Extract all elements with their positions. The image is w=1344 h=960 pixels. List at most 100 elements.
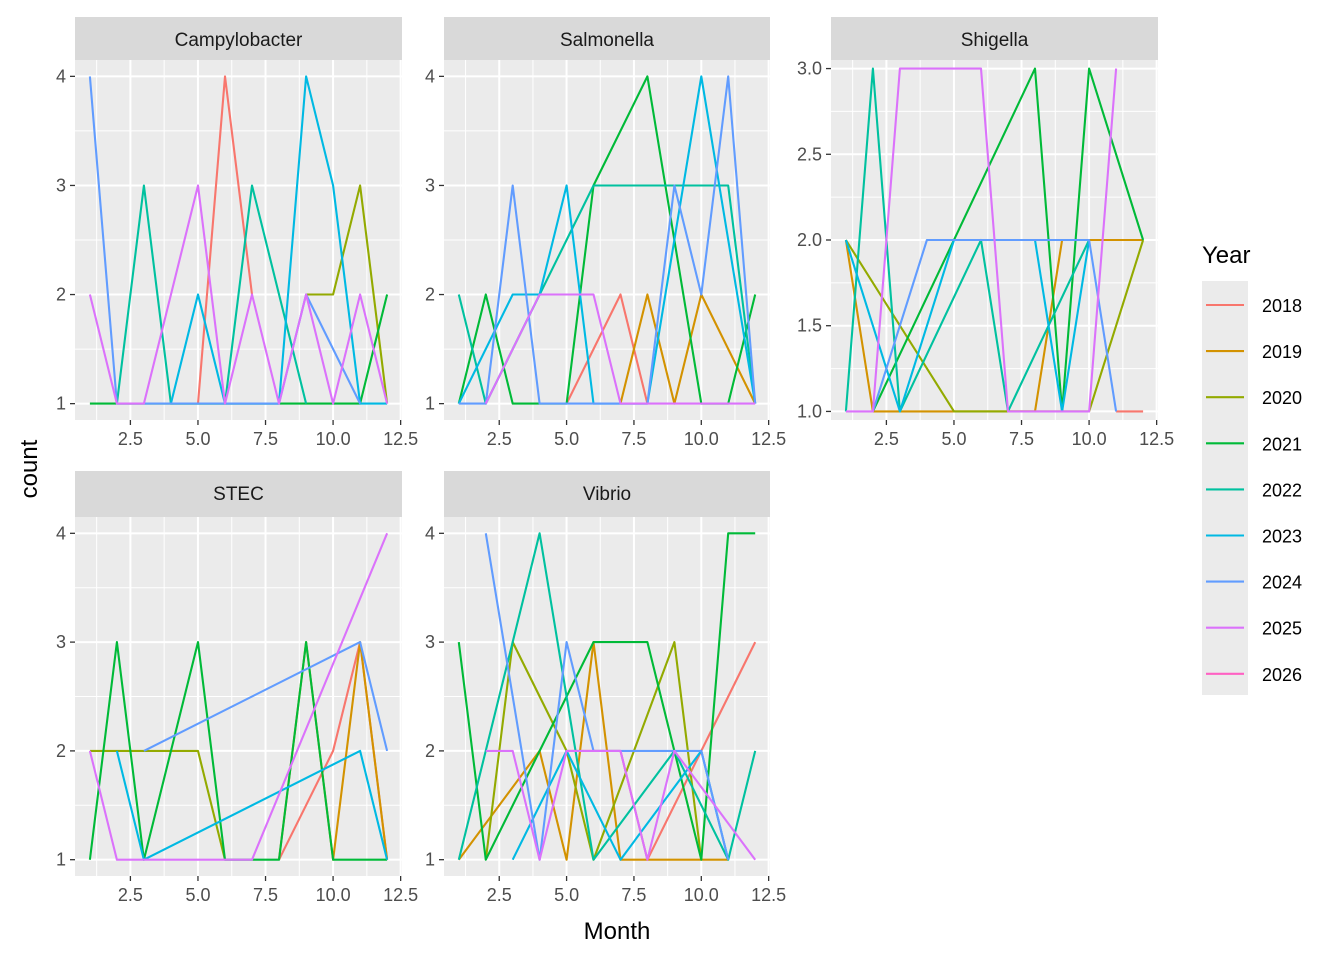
strip-label-stec: STEC bbox=[213, 484, 264, 505]
series-line-stec-2023 bbox=[115, 749, 389, 861]
legend-item-2025: 2025 bbox=[1206, 619, 1302, 639]
y-tick-label: 2 bbox=[56, 741, 66, 761]
strip-label-shigella: Shigella bbox=[961, 30, 1029, 51]
y-tick-label: 4 bbox=[425, 523, 435, 543]
strip-vibrio bbox=[444, 471, 770, 517]
legend-label-2019: 2019 bbox=[1262, 342, 1302, 362]
legend-item-2024: 2024 bbox=[1206, 573, 1302, 593]
y-axis-title: count bbox=[16, 439, 43, 498]
legend-items: 2018 2019 2020 2021 2022 2023 2024 2025 2026 bbox=[1206, 296, 1302, 685]
legend-label-2026: 2026 bbox=[1262, 665, 1302, 685]
strip-shigella bbox=[831, 17, 1158, 60]
legend-key-background bbox=[1202, 281, 1248, 695]
y-tick-label: 1 bbox=[425, 850, 435, 870]
legend-item-2023: 2023 bbox=[1206, 527, 1302, 547]
series-line-salmonella-2018 bbox=[565, 293, 649, 405]
panel-shigella: Shigella 2.5 5.0 7.5 10.0 12.5 1.0 1.5 2.0 2.5 3.0 bbox=[797, 17, 1174, 449]
series-line-campylobacter-2023 bbox=[169, 75, 388, 405]
x-tick-label: 2.5 bbox=[874, 429, 899, 449]
x-tick-label: 7.5 bbox=[253, 429, 278, 449]
legend-item-2026: 2026 bbox=[1206, 665, 1302, 685]
x-tick-label: 10.0 bbox=[316, 429, 351, 449]
x-tick-label: 2.5 bbox=[118, 885, 143, 905]
legend-item-2020: 2020 bbox=[1206, 388, 1302, 408]
x-tick-label: 2.5 bbox=[118, 429, 143, 449]
x-tick-label: 7.5 bbox=[621, 885, 646, 905]
legend-label-2024: 2024 bbox=[1262, 573, 1302, 593]
y-tick-label: 1.0 bbox=[797, 401, 822, 421]
legend-item-2019: 2019 bbox=[1206, 342, 1302, 362]
series-line-stec-2025 bbox=[88, 532, 389, 861]
y-tick-label: 1 bbox=[56, 850, 66, 870]
x-tick-label: 7.5 bbox=[621, 429, 646, 449]
legend-label-2023: 2023 bbox=[1262, 527, 1302, 547]
x-tick-label: 10.0 bbox=[1072, 429, 1107, 449]
y-tick-label: 3.0 bbox=[797, 59, 822, 79]
y-tick-label: 1.5 bbox=[797, 316, 822, 336]
strip-label-campylobacter: Campylobacter bbox=[175, 30, 303, 51]
y-tick-label: 1 bbox=[425, 394, 435, 414]
x-tick-label: 12.5 bbox=[383, 429, 418, 449]
legend-item-2021: 2021 bbox=[1206, 434, 1302, 454]
strip-stec bbox=[75, 471, 402, 517]
series-line-salmonella-2025 bbox=[484, 293, 756, 405]
x-tick-label: 5.0 bbox=[554, 429, 579, 449]
series-line-vibrio-2025 bbox=[485, 749, 757, 861]
x-tick-label: 12.5 bbox=[383, 885, 418, 905]
legend-item-2018: 2018 bbox=[1206, 296, 1302, 316]
y-tick-label: 2 bbox=[425, 285, 435, 305]
panel-stec: STEC 2.5 5.0 7.5 10.0 12.5 1 2 3 4 bbox=[56, 471, 418, 905]
panel-campylobacter: Campylobacter 2.5 5.0 7.5 10.0 12.5 1 2 3 4 bbox=[56, 17, 418, 449]
x-tick-label: 5.0 bbox=[941, 429, 966, 449]
panel-salmonella: Salmonella 2.5 5.0 7.5 10.0 12.5 1 2 3 4 bbox=[425, 17, 786, 449]
series-line-shigella-2024 bbox=[871, 238, 1118, 412]
y-tick-label: 2.0 bbox=[797, 230, 822, 250]
series-line-shigella-2022 bbox=[844, 67, 1091, 413]
series-line-campylobacter-2020 bbox=[306, 184, 389, 404]
y-tick-label: 3 bbox=[425, 175, 435, 195]
legend-title: Year bbox=[1202, 242, 1251, 269]
strip-campylobacter bbox=[75, 17, 402, 60]
legend-label-2022: 2022 bbox=[1262, 480, 1302, 500]
x-tick-label: 5.0 bbox=[185, 885, 210, 905]
x-tick-label: 7.5 bbox=[1009, 429, 1034, 449]
strip-label-vibrio: Vibrio bbox=[583, 484, 631, 505]
y-tick-label: 3 bbox=[425, 632, 435, 652]
panel-vibrio: Vibrio 2.5 5.0 7.5 10.0 12.5 1 2 3 4 bbox=[425, 471, 786, 905]
x-tick-label: 10.0 bbox=[684, 429, 719, 449]
x-tick-label: 5.0 bbox=[554, 885, 579, 905]
y-tick-label: 4 bbox=[425, 66, 435, 86]
y-tick-label: 3 bbox=[56, 632, 66, 652]
strip-salmonella bbox=[444, 17, 770, 60]
y-tick-label: 1 bbox=[56, 394, 66, 414]
legend-label-2025: 2025 bbox=[1262, 619, 1302, 639]
x-tick-label: 12.5 bbox=[751, 885, 786, 905]
legend-label-2020: 2020 bbox=[1262, 388, 1302, 408]
strip-label-salmonella: Salmonella bbox=[560, 30, 654, 51]
x-tick-label: 12.5 bbox=[1139, 429, 1174, 449]
x-tick-label: 10.0 bbox=[316, 885, 351, 905]
legend-label-2021: 2021 bbox=[1262, 434, 1302, 454]
x-tick-label: 7.5 bbox=[253, 885, 278, 905]
x-tick-label: 2.5 bbox=[487, 429, 512, 449]
series-line-campylobacter-2025 bbox=[88, 184, 389, 405]
series-line-vibrio-2024 bbox=[484, 533, 730, 861]
y-tick-label: 2 bbox=[425, 741, 435, 761]
x-tick-label: 5.0 bbox=[185, 429, 210, 449]
y-tick-label: 2 bbox=[56, 285, 66, 305]
x-tick-label: 2.5 bbox=[487, 885, 512, 905]
series-line-vibrio-2021 bbox=[457, 532, 756, 861]
y-tick-label: 4 bbox=[56, 66, 66, 86]
series-line-shigella-2025 bbox=[845, 67, 1118, 413]
y-tick-label: 2.5 bbox=[797, 144, 822, 164]
legend-label-2018: 2018 bbox=[1262, 296, 1302, 316]
x-tick-label: 12.5 bbox=[751, 429, 786, 449]
y-tick-label: 3 bbox=[56, 175, 66, 195]
legend-item-2022: 2022 bbox=[1206, 480, 1302, 500]
series-line-stec-2024 bbox=[143, 641, 389, 752]
x-axis-title: Month bbox=[584, 918, 651, 945]
x-tick-label: 10.0 bbox=[684, 885, 719, 905]
legend: Year 2018 2019 2020 2021 2022 2023 2024 2025 202… bbox=[1202, 242, 1302, 695]
